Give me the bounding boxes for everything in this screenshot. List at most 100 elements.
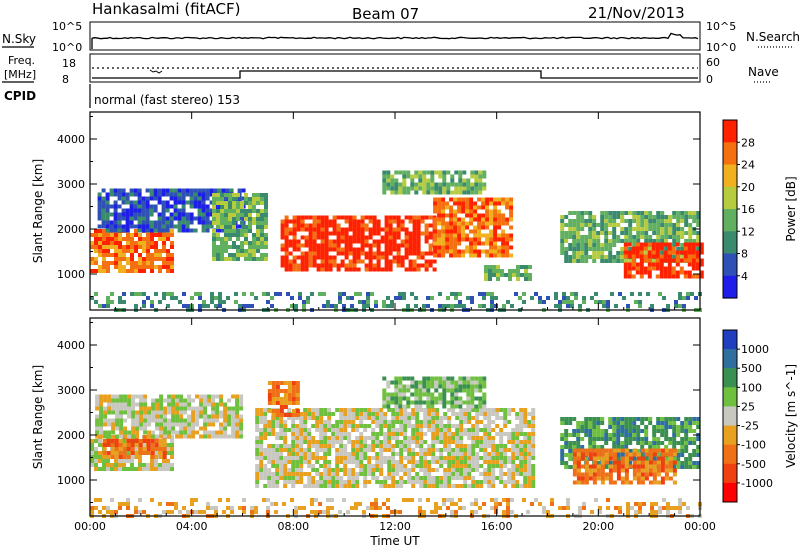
power-cell xyxy=(285,252,289,256)
velocity-cell xyxy=(387,408,391,412)
power-cell xyxy=(648,255,652,259)
power-cell xyxy=(450,183,454,187)
velocity-cell xyxy=(656,441,660,445)
power-cell xyxy=(166,229,170,233)
velocity-cell xyxy=(219,403,223,407)
power-cell xyxy=(501,230,505,234)
power-cell xyxy=(305,236,309,240)
power-cell xyxy=(142,261,146,265)
velocity-cell xyxy=(617,461,621,465)
velocity-cell xyxy=(155,447,159,451)
power-cell xyxy=(614,304,618,308)
velocity-cell xyxy=(191,419,195,423)
power-cell xyxy=(492,269,496,273)
power-cell xyxy=(457,206,461,210)
power-cell xyxy=(321,240,325,244)
velocity-cell xyxy=(466,393,470,397)
power-cell xyxy=(386,183,390,187)
power-cell xyxy=(210,300,214,304)
velocity-cell xyxy=(131,399,135,403)
power-cell xyxy=(110,261,114,265)
power-cell xyxy=(624,263,628,267)
power-cell xyxy=(212,205,216,209)
power-cell xyxy=(458,179,462,183)
power-cell xyxy=(122,257,126,261)
velocity-cell xyxy=(680,445,684,449)
power-cell xyxy=(497,226,501,230)
power-cell xyxy=(365,268,369,272)
velocity-cell xyxy=(371,420,375,424)
velocity-cell xyxy=(255,444,259,448)
power-cell xyxy=(329,240,333,244)
power-cell xyxy=(302,300,306,304)
velocity-cell xyxy=(515,424,519,428)
power-cell xyxy=(309,244,313,248)
velocity-cell xyxy=(507,456,511,460)
velocity-cell xyxy=(155,403,159,407)
velocity-cell xyxy=(267,456,271,460)
velocity-cell xyxy=(523,448,527,452)
power-cell xyxy=(218,304,222,308)
power-cell xyxy=(482,175,486,179)
power-cell xyxy=(382,304,386,308)
power-cell xyxy=(150,225,154,229)
power-cell xyxy=(293,216,297,220)
power-cell xyxy=(469,250,473,254)
velocity-cell xyxy=(387,428,391,432)
velocity-cell xyxy=(648,441,652,445)
velocity-cell xyxy=(207,435,211,439)
velocity-cell xyxy=(268,401,272,405)
power-cell xyxy=(389,228,393,232)
velocity-cell xyxy=(280,401,284,405)
velocity-cell xyxy=(272,409,276,413)
power-cell xyxy=(608,259,612,263)
power-cell xyxy=(174,217,178,221)
power-cell xyxy=(644,271,648,275)
power-cell xyxy=(385,216,389,220)
power-cell xyxy=(122,193,126,197)
velocity-cell xyxy=(375,464,379,468)
power-cell xyxy=(449,210,453,214)
velocity-cell xyxy=(636,429,640,433)
velocity-cell xyxy=(107,435,111,439)
velocity-cell xyxy=(527,460,531,464)
power-cell xyxy=(406,171,410,175)
power-cell xyxy=(198,217,202,221)
velocity-cell xyxy=(135,443,139,447)
velocity-cell xyxy=(163,455,167,459)
power-cell xyxy=(580,235,584,239)
velocity-cell xyxy=(645,469,649,473)
velocity-cell xyxy=(399,420,403,424)
velocity-cell xyxy=(620,425,624,429)
velocity-cell xyxy=(447,424,451,428)
velocity-cell xyxy=(175,411,179,415)
power-cell xyxy=(341,252,345,256)
power-cell xyxy=(224,213,228,217)
power-cell xyxy=(154,205,158,209)
power-cell xyxy=(389,248,393,252)
velocity-cell xyxy=(466,401,470,405)
power-cell xyxy=(564,231,568,235)
power-cell xyxy=(433,246,437,250)
power-cell xyxy=(248,197,252,201)
power-cell xyxy=(509,206,513,210)
power-cell xyxy=(162,205,166,209)
velocity-cell xyxy=(487,424,491,428)
velocity-cell xyxy=(499,460,503,464)
power-cell xyxy=(260,201,264,205)
velocity-cell xyxy=(573,449,577,453)
power-cell xyxy=(102,261,106,265)
velocity-cell xyxy=(585,469,589,473)
velocity-cell xyxy=(527,412,531,416)
velocity-cell xyxy=(351,444,355,448)
velocity-cell xyxy=(283,460,287,464)
velocity-cell xyxy=(395,452,399,456)
velocity-cell xyxy=(426,401,430,405)
power-cell xyxy=(401,228,405,232)
power-cell xyxy=(162,201,166,205)
power-cell xyxy=(256,233,260,237)
velocity-cell xyxy=(672,425,676,429)
power-cell xyxy=(321,252,325,256)
power-cell xyxy=(224,217,228,221)
power-cell xyxy=(114,245,118,249)
